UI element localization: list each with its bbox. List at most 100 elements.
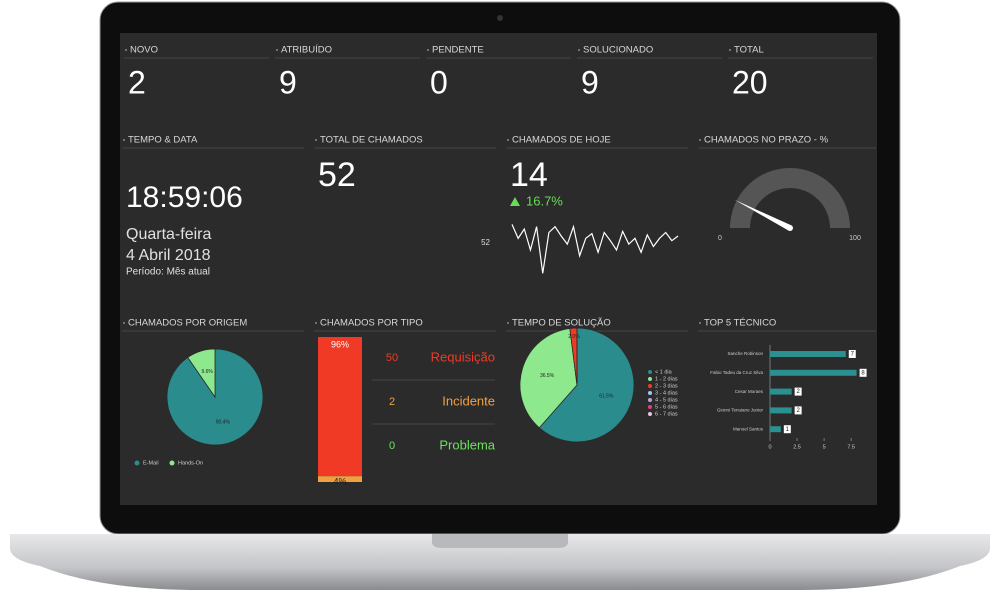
panel-title: TOTAL DE CHAMADOS [320,135,423,146]
slice-label: 61.5% [599,393,614,399]
camera [497,15,503,21]
legend-dot [648,370,652,374]
panel-title: TOTAL [734,45,764,56]
legend-label: 3 - 4 dias [655,390,678,396]
type-bar [318,337,362,477]
x-tick-label: 7.5 [847,444,855,450]
legend-dot [169,460,175,466]
bar-value: 7 [851,352,855,358]
title-dot [315,139,317,141]
tech-name: Manoel Santos [733,426,764,431]
up-arrow [510,197,520,206]
value-badge [859,368,867,377]
weekday: Quarta-feira [126,226,211,243]
legend-dot [648,391,652,395]
kpi-value: 9 [581,64,599,100]
tech-name: Gionni Tenuiano Junior [717,408,763,413]
slice-label: 90.4% [216,420,231,426]
panel-title: CHAMADOS POR ORIGEM [128,318,247,329]
panel-title: TEMPO & DATA [128,135,198,146]
period: Período: Mês atual [126,267,210,278]
tech-name: Fabio Tadeu da Cruz Silva [710,370,763,375]
type-bar-label: 4% [333,477,346,487]
laptop-base [10,534,990,590]
tech-name: Cesar Moraes [735,389,764,394]
tech-bar [770,388,792,395]
gauge-arc [730,168,850,228]
bar-value: 8 [861,370,865,376]
type-bar [318,476,362,482]
slice-label: 2.0% [568,334,580,340]
type-bar-label: 96% [331,339,349,349]
panel-title: TEMPO DE SOLUÇÃO [512,318,611,329]
legend-label: 4 - 5 dias [655,397,678,403]
pie-slice [538,327,635,443]
title-dot [578,49,580,51]
sparkline [511,224,679,274]
tech-bar [770,407,792,414]
kpi-value: 9 [279,64,297,100]
date: 4 Abril 2018 [126,247,211,264]
value-badge [848,350,856,358]
title-dot [123,322,125,324]
panel-title: CHAMADOS POR TIPO [320,318,423,329]
legend-dot [648,405,652,409]
value-badge [783,425,791,434]
slice-label: 9.6% [201,369,213,375]
legend-dot [648,412,652,416]
legend-dot [134,460,140,466]
kpi-value: 20 [732,64,768,100]
bar-value: 2 [796,408,800,414]
legend-label: 2 - 3 dias [655,383,678,389]
type-count: 50 [386,352,398,364]
today-value: 14 [510,156,548,194]
gauge-needle [734,199,792,231]
legend-label: 5 - 6 dias [655,404,678,410]
tech-name: Sanche Robinson [727,351,763,356]
legend-label: E-Mail [143,460,159,466]
legend-dot [648,398,652,402]
legend-label: < 1 dia [655,369,673,375]
legend-label: 1 - 2 dias [655,376,678,382]
title-dot [699,139,701,141]
panel-title: TOP 5 TÉCNICO [704,318,776,329]
value-badge [794,387,802,396]
x-tick-label: 0 [768,444,771,450]
legend-label: 6 - 7 dias [655,411,678,417]
title-dot [123,139,125,141]
kpi-value: 2 [128,64,146,100]
title-dot [315,322,317,324]
title-dot [427,49,429,51]
type-name: Problema [439,437,495,452]
kpi-value: 0 [430,64,448,100]
tech-bar [770,351,846,357]
type-count: 0 [389,440,395,452]
needle-hub [787,225,793,231]
legend-dot [648,384,652,388]
sparkline-label: 52 [481,238,490,247]
x-tick-label: 5 [823,444,826,450]
legend-label: Hands-On [178,460,203,466]
type-name: Incidente [442,393,495,408]
bar-value: 1 [786,427,790,433]
panel-title: CHAMADOS NO PRAZO - % [704,135,829,146]
value-badge [794,406,802,415]
panel-title: ATRIBUÍDO [281,45,332,56]
title-dot [699,322,701,324]
gauge-max: 100 [849,235,861,242]
clock: 18:59:06 [126,181,243,214]
bar-value: 2 [796,389,800,395]
slice-label: 36.5% [540,373,555,379]
tech-bar [770,369,857,376]
title-dot [729,49,731,51]
pie-slice [166,348,264,446]
panel-title: NOVO [130,45,158,56]
type-name: Requisição [431,349,495,364]
panel-title: SOLUCIONADO [583,45,653,56]
pie-slice [519,328,578,429]
panel-title: CHAMADOS DE HOJE [512,135,611,146]
total-value: 52 [318,156,356,194]
change: 16.7% [526,193,563,208]
